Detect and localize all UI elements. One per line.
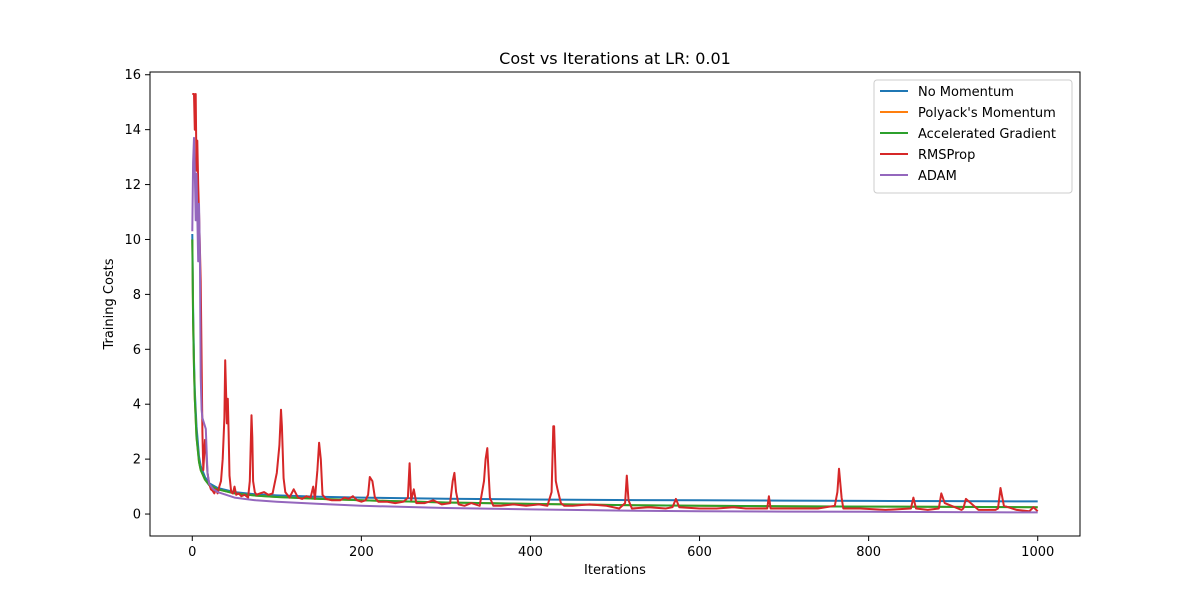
- y-axis-label: Training Costs: [102, 258, 117, 350]
- series-line-2: [191, 239, 1038, 509]
- x-axis-ticks: 0 200 400 600 800 1000: [188, 536, 1054, 560]
- y-tick-label-0: 0: [133, 508, 141, 523]
- x-tick-label-1: 200: [349, 545, 374, 560]
- y-tick-label-1: 2: [133, 453, 141, 468]
- legend-label-3: RMSProp: [918, 148, 975, 163]
- series-line-3: [192, 93, 1039, 513]
- x-tick-label-0: 0: [188, 545, 196, 560]
- y-axis-ticks: 0 2 4 6 8 10 12 14 16: [124, 68, 150, 523]
- legend-label-4: ADAM: [918, 169, 957, 184]
- y-tick-label-2: 4: [133, 398, 141, 413]
- legend-label-1: Polyack's Momentum: [918, 106, 1056, 121]
- chart-title: Cost vs Iterations at LR: 0.01: [499, 49, 731, 68]
- x-axis-label: Iterations: [584, 563, 646, 578]
- legend-label-2: Accelerated Gradient: [918, 127, 1056, 142]
- y-tick-label-8: 16: [124, 68, 141, 83]
- y-tick-label-4: 8: [133, 288, 141, 303]
- x-tick-label-3: 600: [687, 545, 712, 560]
- series-line-4: [191, 136, 1038, 514]
- legend-box: [873, 79, 1073, 194]
- legend: No Momentum Polyack's Momentum Accelerated…: [873, 79, 1073, 194]
- y-tick-label-5: 10: [124, 233, 141, 248]
- x-tick-label-4: 800: [856, 545, 881, 560]
- x-tick-label-2: 400: [518, 545, 543, 560]
- y-tick-label-7: 14: [124, 123, 141, 138]
- x-tick-label-5: 1000: [1021, 545, 1054, 560]
- axes-frame: [149, 71, 1081, 537]
- y-tick-label-3: 6: [133, 343, 141, 358]
- plot-lines: [191, 93, 1039, 514]
- y-tick-label-6: 12: [124, 178, 141, 193]
- legend-label-0: No Momentum: [918, 85, 1014, 100]
